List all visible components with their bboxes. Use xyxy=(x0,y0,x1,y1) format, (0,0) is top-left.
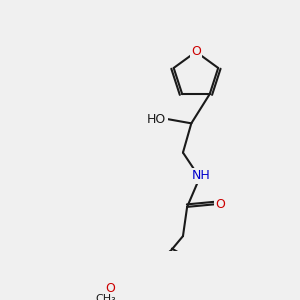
Text: O: O xyxy=(216,198,226,211)
Text: NH: NH xyxy=(192,169,211,182)
Text: O: O xyxy=(105,282,115,295)
Text: HO: HO xyxy=(147,113,166,126)
Text: O: O xyxy=(191,45,201,58)
Text: CH₃: CH₃ xyxy=(95,294,116,300)
